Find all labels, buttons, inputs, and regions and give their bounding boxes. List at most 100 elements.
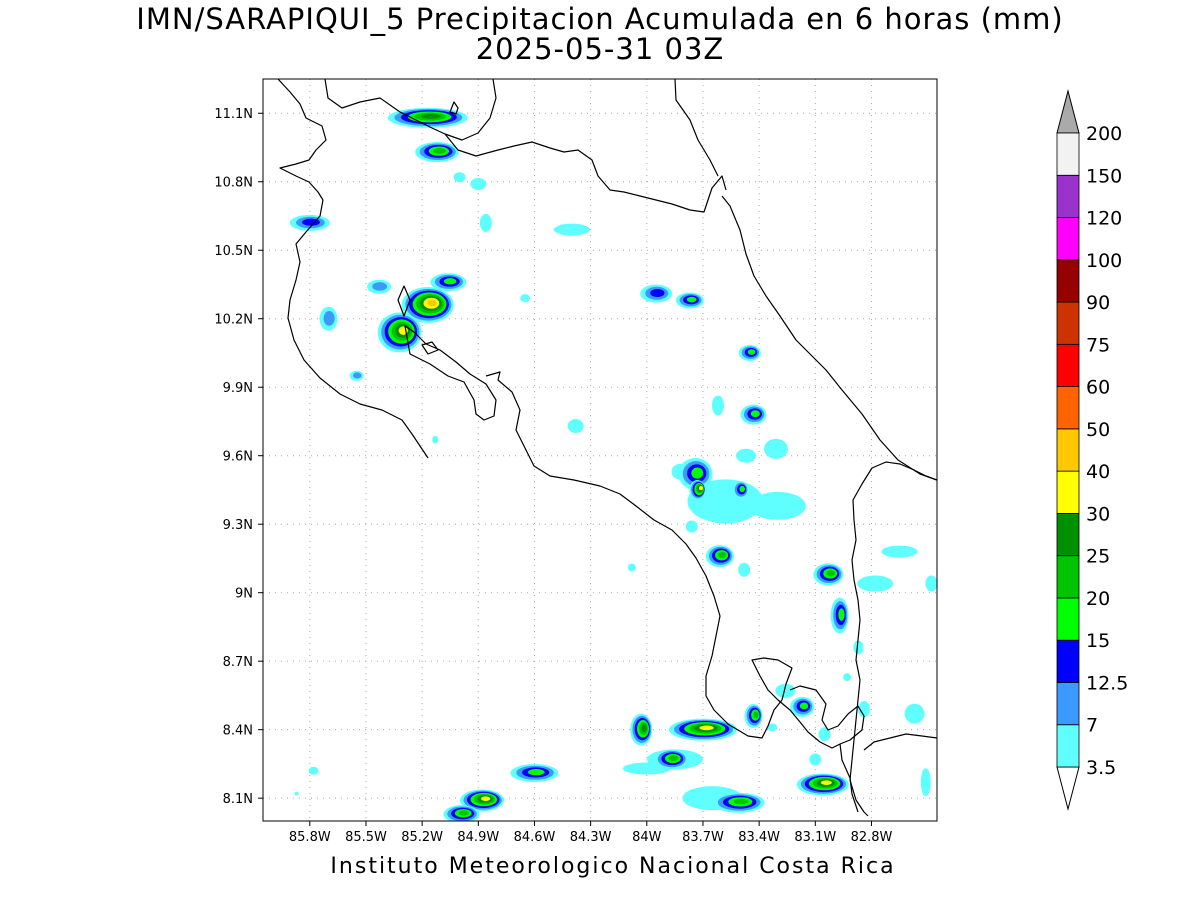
map-datetime: 2025-05-31 03Z [475,32,725,66]
precip-patch-light [843,673,852,682]
contour-level [838,608,845,621]
contour-level [481,796,491,801]
map-title: IMN/SARAPIQUI_5 Precipitacion Acumulada … [136,2,1064,36]
colorbar-swatch [1056,174,1080,218]
precip-patch-light [925,575,937,592]
map-frame [262,78,938,822]
precip-patch-light [749,491,806,520]
lon-tick-label: 84.6W [514,830,556,845]
lat-tick-label: 9N [235,587,253,602]
precip-cell [738,344,761,361]
contour-level [691,467,704,479]
colorbar-swatch [1056,343,1080,388]
contour-level [527,769,545,776]
contour-level [352,372,362,379]
contour-level [750,410,760,418]
colorbar-label: 50 [1086,419,1110,441]
footer-credit: Instituto Meteorologico Nacional Costa R… [330,854,896,879]
isla-small [449,101,459,115]
precip-patch-light [479,213,492,232]
colorbar-swatch [1056,428,1080,472]
colorbar-swatch [1056,597,1080,641]
burica-peninsula [839,743,859,813]
precip-cell [744,703,763,728]
lat-tick-label: 8.1N [223,792,253,807]
colorbar-swatch [1056,259,1080,303]
precip-patch-light [294,791,299,796]
contour-level [826,570,836,577]
lon-tick-label: 85.2W [401,830,443,845]
precip-patch-light [920,768,931,797]
lon-tick-label: 85.8W [289,830,331,845]
lon-tick-label: 84W [632,830,662,845]
northern-border [444,133,727,213]
contour-level [820,780,832,785]
lon-tick-label: 84.9W [457,830,499,845]
precip-cell [367,279,392,294]
colorbar-swatch [1056,470,1080,514]
contour-level [372,282,388,291]
contour-level [753,711,759,719]
precip-cell [678,457,713,490]
precip-cell [460,789,505,812]
precip-cell [712,792,765,813]
lat-tick-label: 9.6N [223,450,253,465]
graticule [263,79,937,821]
contour-level [443,278,457,285]
lat-tick-label: 10.5N [214,244,253,259]
colorbar-swatch [1056,639,1080,683]
colorbar-label: 60 [1086,377,1110,399]
colorbar-label: 100 [1086,250,1122,272]
nicoya-peninsula-tip [397,285,411,317]
contour-level [699,725,714,731]
precip-cell [430,273,467,292]
precip-patch-light [470,178,487,191]
precip-patch-light [685,520,698,533]
precip-patch-light [775,683,796,698]
precip-cell [796,773,849,796]
precip-patch-light [432,435,439,444]
precip-patch-light [857,575,894,592]
precip-patch-light [520,294,531,303]
precip-cell [630,713,653,746]
precip-cell [510,764,559,783]
colorbar-over-arrow [1056,89,1080,134]
colorbar-swatch [1056,132,1080,176]
pacific-coast-north [287,199,429,459]
precip-cell [830,597,849,634]
precip-cell [377,312,422,353]
contour-level [698,486,703,491]
colorbar-label: 40 [1086,461,1110,483]
lon-tick-label: 83.4W [738,830,780,845]
colorbar-swatch [1056,724,1080,768]
lat-tick-label: 9.9N [223,381,253,396]
colorbar-swatch [1056,555,1080,599]
colorbar-label: 20 [1086,588,1110,610]
lat-tick-label: 8.7N [223,655,253,670]
lat-tick-label: 11.1N [214,107,253,122]
colorbar-label: 75 [1086,334,1110,356]
pacific-coast-central [485,371,783,739]
precip-cell [319,306,338,331]
axis-tick-labels: 85.8W 85.5W 85.2W 84.9W 84.6W 84.3W 84W 83.7W 83… [214,107,892,845]
osa-peninsula [751,657,865,749]
colorbar-swatch [1056,682,1080,726]
lon-tick-label: 83.7W [682,830,724,845]
caribbean-panama-coast [852,461,937,501]
precip-patch-light [553,223,590,236]
precip-patch-light [736,448,757,463]
precipitation-contours [289,107,937,821]
colorbar-under-arrow [1056,766,1080,811]
precip-patch-light [763,438,788,459]
precip-patch-light [881,545,918,558]
colorbar-swatch [1056,386,1080,430]
nicoya-gulf [404,325,497,421]
precip-cell [675,292,704,309]
map-background [263,79,937,821]
contour-level [650,289,665,298]
colorbar-label: 15 [1086,630,1110,652]
precip-cell [790,696,815,717]
precip-patch-light [818,727,831,742]
contour-level [433,148,446,154]
